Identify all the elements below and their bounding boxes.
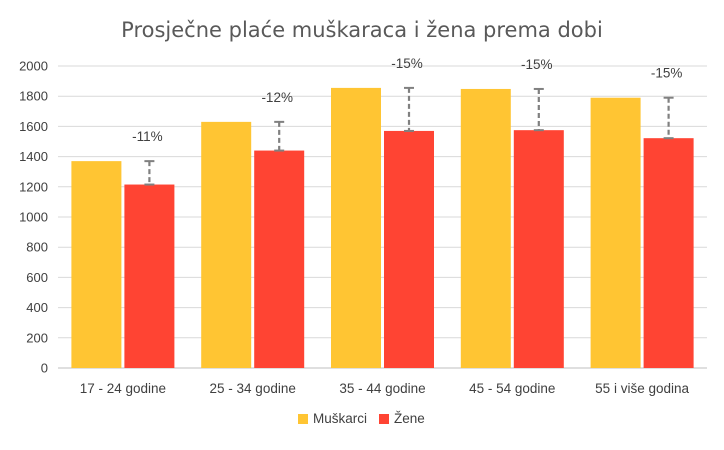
bar-zene (513, 130, 564, 368)
y-tick-label: 200 (26, 330, 48, 345)
legend: Muškarci Žene (298, 411, 425, 426)
bar-zene (124, 184, 175, 368)
y-tick-label: 1800 (19, 89, 48, 104)
bar-muskarci (71, 161, 122, 368)
y-tick-label: 1400 (19, 149, 48, 164)
chart-title: Prosječne plaće muškaraca i žena prema d… (121, 18, 603, 42)
y-tick-label: 2000 (19, 59, 48, 74)
gap-label: -15% (391, 56, 423, 71)
bar-zene (254, 150, 305, 368)
legend-swatch (379, 414, 389, 424)
bar-muskarci (590, 97, 641, 369)
legend-swatch (298, 414, 308, 424)
gap-markers (144, 86, 674, 186)
x-tick-label: 55 i više godina (595, 381, 689, 396)
x-tick-label: 17 - 24 godine (80, 381, 166, 396)
bar-zene (384, 130, 434, 368)
gap-label: -15% (651, 66, 683, 81)
legend-label: Žene (394, 411, 425, 426)
bar-zene (643, 138, 694, 368)
x-tick-label: 35 - 44 godine (339, 381, 425, 396)
y-tick-label: 800 (26, 240, 48, 255)
bars (71, 87, 694, 369)
bar-muskarci (460, 88, 511, 369)
y-tick-label: 600 (26, 270, 48, 285)
labels: 0 200 400 600 800 1000 1200 1400 1600 1800 2000 -11… (19, 56, 689, 396)
gap-label: -12% (261, 90, 293, 105)
gap-label: -11% (132, 129, 163, 144)
legend-label: Muškarci (313, 411, 367, 426)
bar-muskarci (201, 121, 252, 369)
y-tick-label: 1000 (19, 210, 48, 225)
y-tick-label: 0 (41, 361, 48, 376)
x-tick-label: 25 - 34 godine (210, 381, 296, 396)
gap-label: -15% (521, 57, 553, 72)
bar-muskarci (331, 87, 381, 369)
x-tick-label: 45 - 54 godine (469, 381, 555, 396)
y-tick-label: 1600 (19, 119, 48, 134)
y-tick-label: 400 (26, 300, 48, 315)
y-tick-label: 1200 (19, 179, 48, 194)
